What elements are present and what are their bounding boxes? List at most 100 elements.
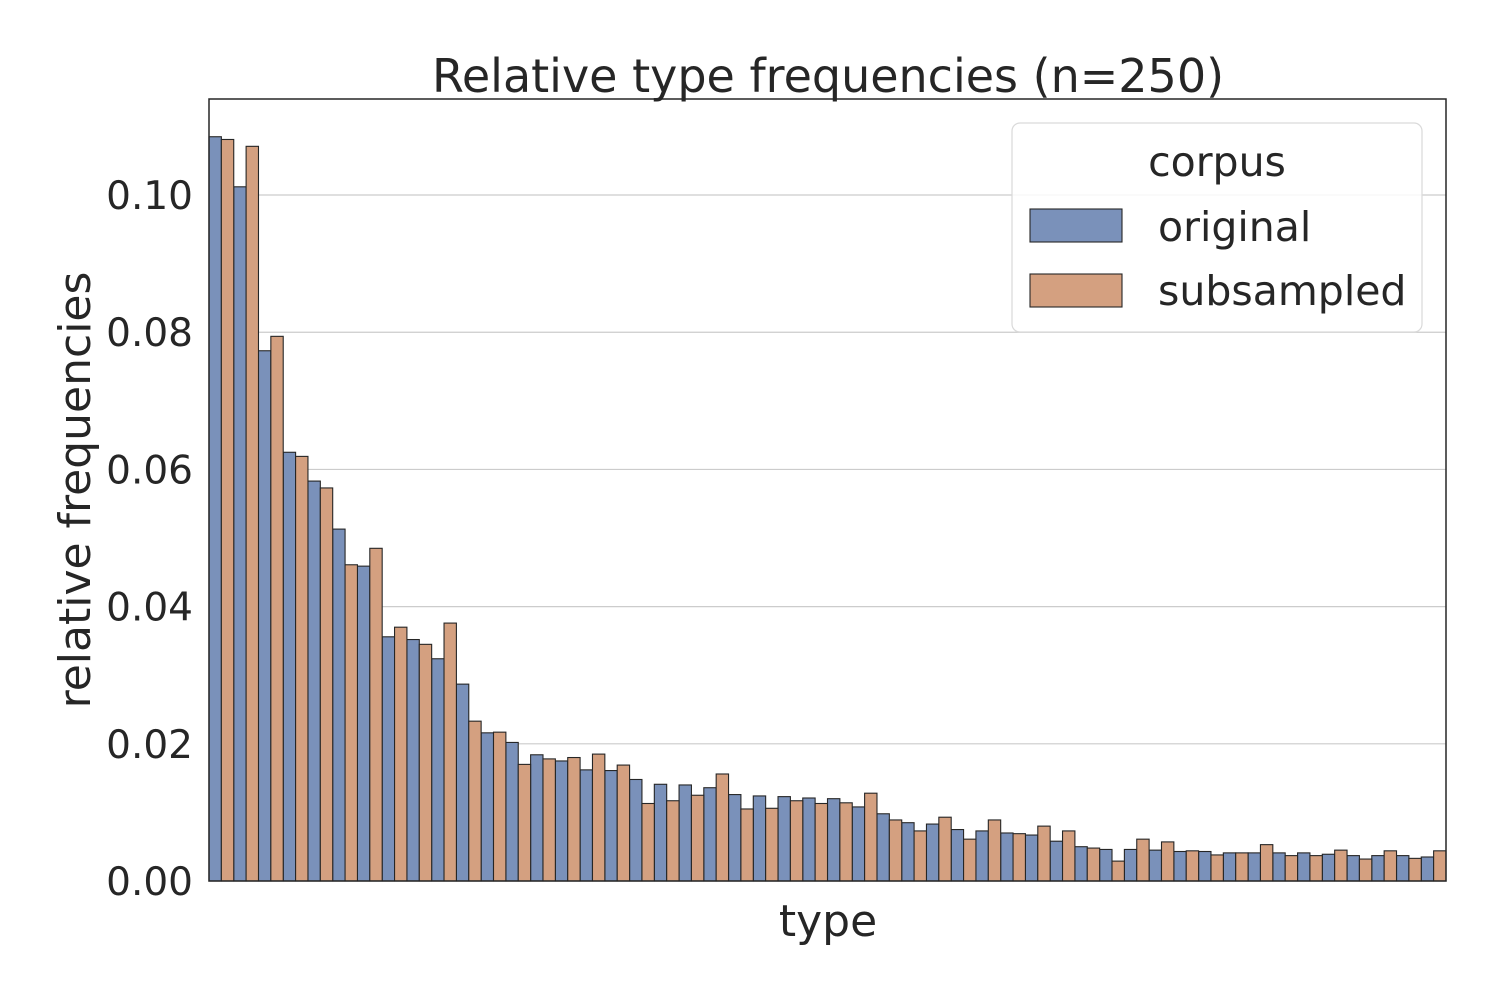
bar-original <box>876 813 890 882</box>
bar-original <box>1148 849 1163 882</box>
bar-original <box>802 797 816 882</box>
bar-original <box>604 770 618 882</box>
bar-subsampled <box>443 622 457 882</box>
bar-original <box>1000 832 1014 882</box>
bar-original <box>1049 840 1064 882</box>
bar-subsampled <box>888 819 903 882</box>
bar-original <box>1024 834 1039 882</box>
bar-original <box>851 806 866 882</box>
bar-subsampled <box>295 455 309 882</box>
y-tick-label: 0.04 <box>106 586 193 631</box>
bar-original <box>777 796 791 882</box>
bar-original <box>480 732 495 882</box>
bar-subsampled <box>567 756 581 882</box>
bar-subsampled <box>1259 844 1274 882</box>
bar-subsampled <box>393 626 408 882</box>
bar-subsampled <box>492 731 507 882</box>
bar-subsampled <box>591 753 606 882</box>
bar-original <box>1173 850 1187 882</box>
bar-subsampled <box>1037 825 1051 882</box>
bar-original <box>406 638 420 882</box>
chart-title: Relative type frequencies (n=250) <box>432 49 1224 103</box>
bar-subsampled <box>1309 855 1323 882</box>
bar-original <box>505 741 519 882</box>
bar-subsampled <box>666 800 680 882</box>
bar-original <box>431 658 445 882</box>
bar-subsampled <box>468 720 482 882</box>
bar-original <box>307 480 321 882</box>
bar-subsampled <box>517 763 532 882</box>
bar-subsampled <box>765 807 779 882</box>
bar-subsampled <box>1185 850 1200 882</box>
bar-original <box>678 784 692 882</box>
bar-original <box>1346 855 1360 882</box>
bar-original <box>1297 852 1311 882</box>
bar-original <box>282 451 297 882</box>
bar-original <box>901 822 915 882</box>
bar-subsampled <box>220 138 235 882</box>
bar-subsampled <box>1235 852 1249 882</box>
bar-original <box>752 795 767 882</box>
legend-swatch-original <box>1029 208 1123 243</box>
bar-original <box>1420 856 1435 882</box>
bar-original <box>332 528 346 882</box>
bar-subsampled <box>270 335 284 882</box>
bar-original <box>1123 848 1138 882</box>
bar-subsampled <box>245 145 260 882</box>
bar-subsampled <box>814 802 829 882</box>
bar-original <box>1321 853 1336 882</box>
bar-subsampled <box>938 816 952 882</box>
bar-subsampled <box>690 794 705 882</box>
bar-subsampled <box>715 773 730 882</box>
bar-original <box>257 350 272 882</box>
bar-original <box>1099 848 1113 882</box>
bar-original <box>455 683 470 882</box>
bar-subsampled <box>1210 854 1224 882</box>
bar-subsampled <box>418 643 433 882</box>
bar-original <box>925 823 940 882</box>
legend-swatch-subsampled <box>1029 273 1123 308</box>
bar-subsampled <box>1334 849 1348 882</box>
legend: corpus original subsampled <box>1011 122 1423 333</box>
bar-original <box>653 783 668 882</box>
bar-subsampled <box>319 487 334 882</box>
bar-subsampled <box>641 802 655 882</box>
bar-subsampled <box>1383 850 1398 882</box>
y-axis-ticks: 0.00 0.02 0.04 0.06 0.08 0.10 <box>106 174 193 905</box>
bar-subsampled <box>369 547 383 882</box>
bar-original <box>233 186 247 882</box>
bar-subsampled <box>740 808 754 882</box>
y-tick-label: 0.08 <box>106 311 193 356</box>
bar-subsampled <box>1086 847 1101 882</box>
bar-subsampled <box>789 800 804 882</box>
plot-frame <box>208 98 1447 882</box>
bar-original <box>579 769 594 882</box>
legend-label-subsampled: subsampled <box>1158 267 1406 315</box>
bar-original <box>530 754 544 882</box>
y-tick-label: 0.02 <box>106 723 193 768</box>
bar-original <box>1074 846 1088 882</box>
y-tick-label: 0.00 <box>106 860 193 905</box>
bar-original <box>381 636 396 882</box>
bar-original <box>208 136 222 882</box>
bar-original <box>826 798 841 882</box>
bar-subsampled <box>1284 855 1299 882</box>
bar-original <box>629 778 643 882</box>
legend-label-original: original <box>1158 203 1311 251</box>
bar-subsampled <box>1061 830 1076 882</box>
bar-subsampled <box>542 758 556 882</box>
bar-subsampled <box>1160 841 1175 882</box>
bar-subsampled <box>616 764 631 882</box>
bar-original <box>554 760 569 882</box>
bar-subsampled <box>839 802 853 882</box>
bar-original <box>1247 852 1261 882</box>
bar-original <box>1395 855 1410 882</box>
bar-subsampled <box>1111 860 1125 882</box>
bar-subsampled <box>963 838 977 882</box>
bar-subsampled <box>1136 838 1150 882</box>
y-tick-label: 0.10 <box>106 174 193 219</box>
bar-subsampled <box>344 564 358 882</box>
bar-subsampled <box>913 830 928 882</box>
bar-original <box>975 830 989 882</box>
